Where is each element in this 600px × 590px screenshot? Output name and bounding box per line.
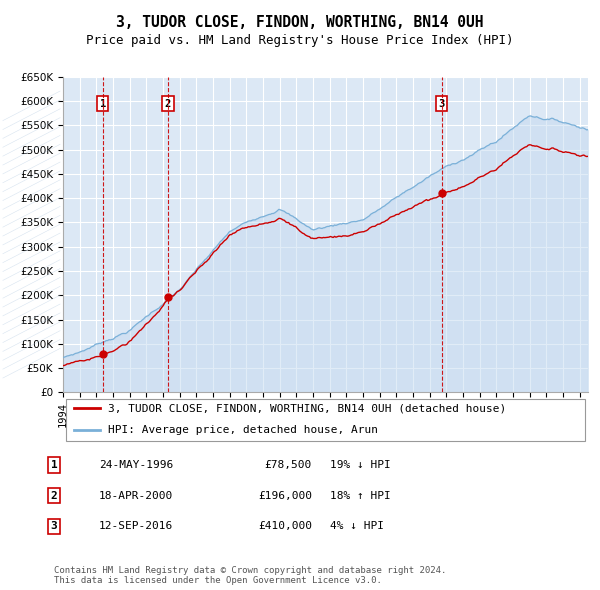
Text: Price paid vs. HM Land Registry's House Price Index (HPI): Price paid vs. HM Land Registry's House … bbox=[86, 34, 514, 47]
Text: £78,500: £78,500 bbox=[265, 460, 312, 470]
Text: £410,000: £410,000 bbox=[258, 522, 312, 531]
Text: 3, TUDOR CLOSE, FINDON, WORTHING, BN14 0UH: 3, TUDOR CLOSE, FINDON, WORTHING, BN14 0… bbox=[116, 15, 484, 30]
Text: 19% ↓ HPI: 19% ↓ HPI bbox=[330, 460, 391, 470]
Text: 4% ↓ HPI: 4% ↓ HPI bbox=[330, 522, 384, 531]
Text: 2: 2 bbox=[165, 99, 171, 109]
Text: 1: 1 bbox=[50, 460, 58, 470]
Text: 18-APR-2000: 18-APR-2000 bbox=[99, 491, 173, 500]
Text: Contains HM Land Registry data © Crown copyright and database right 2024.
This d: Contains HM Land Registry data © Crown c… bbox=[54, 566, 446, 585]
FancyBboxPatch shape bbox=[65, 399, 586, 441]
Text: 1: 1 bbox=[100, 99, 106, 109]
Text: 24-MAY-1996: 24-MAY-1996 bbox=[99, 460, 173, 470]
Text: 3: 3 bbox=[50, 522, 58, 531]
Text: 3: 3 bbox=[439, 99, 445, 109]
Text: 3, TUDOR CLOSE, FINDON, WORTHING, BN14 0UH (detached house): 3, TUDOR CLOSE, FINDON, WORTHING, BN14 0… bbox=[107, 404, 506, 413]
Text: 18% ↑ HPI: 18% ↑ HPI bbox=[330, 491, 391, 500]
Text: £196,000: £196,000 bbox=[258, 491, 312, 500]
Text: 12-SEP-2016: 12-SEP-2016 bbox=[99, 522, 173, 531]
Text: HPI: Average price, detached house, Arun: HPI: Average price, detached house, Arun bbox=[107, 425, 377, 435]
Text: 2: 2 bbox=[50, 491, 58, 500]
